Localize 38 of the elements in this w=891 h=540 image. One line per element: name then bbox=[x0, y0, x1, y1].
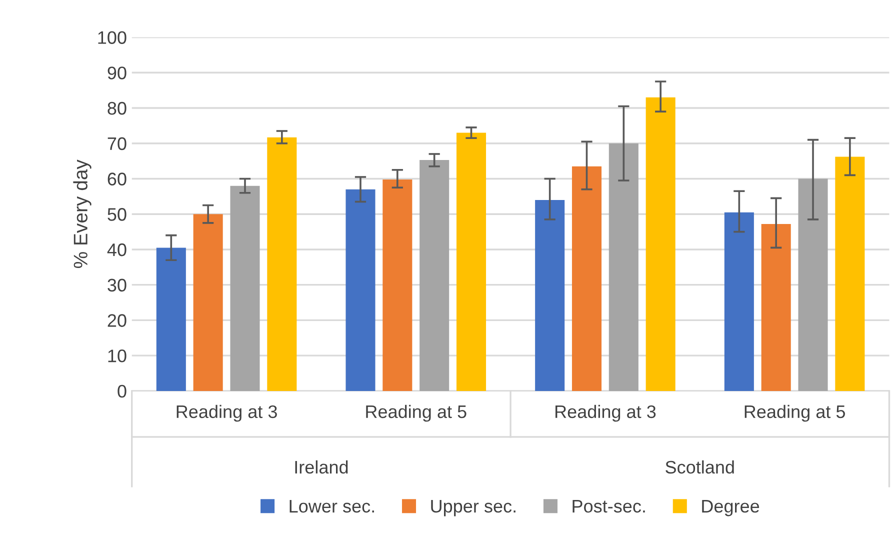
bar bbox=[456, 132, 486, 391]
text: Scotland bbox=[666, 460, 734, 474]
bar bbox=[835, 156, 865, 391]
text: Ireland bbox=[295, 460, 348, 474]
bar bbox=[608, 143, 638, 391]
legend-label: Degree bbox=[702, 500, 760, 516]
bar bbox=[761, 224, 791, 391]
x-tick-label: Reading at 5 bbox=[366, 404, 466, 422]
bar bbox=[267, 137, 297, 391]
bar bbox=[346, 189, 376, 391]
x-tick-label: Reading at 3 bbox=[176, 404, 277, 422]
y-tick-label: 10 bbox=[108, 350, 126, 362]
x-tick-label: Reading at 3 bbox=[556, 404, 656, 422]
y-tick-label: 40 bbox=[107, 243, 126, 256]
bar bbox=[724, 212, 754, 391]
y-tick-label: 100 bbox=[98, 31, 126, 44]
legend-label: Upper sec. bbox=[431, 500, 516, 516]
y-tick-label: 70 bbox=[108, 137, 126, 150]
y-tick-label: 50 bbox=[108, 208, 126, 221]
y-tick-label: 0 bbox=[118, 384, 126, 398]
bar bbox=[382, 179, 412, 391]
x-tick-label: Reading at 5 bbox=[744, 404, 845, 422]
bar bbox=[230, 186, 260, 391]
legend-label: Lower sec. bbox=[290, 500, 374, 513]
bar bbox=[420, 160, 450, 391]
y-tick-label: 20 bbox=[108, 314, 126, 327]
bar bbox=[156, 248, 186, 391]
legend-label: Post-sec. bbox=[572, 500, 645, 513]
y-tick-label: 60 bbox=[108, 172, 126, 186]
bar bbox=[646, 97, 676, 391]
y-axis-title: % Every day bbox=[73, 160, 92, 268]
bar bbox=[193, 214, 223, 391]
y-tick-label: 90 bbox=[108, 66, 126, 80]
y-tick-label: 30 bbox=[108, 278, 126, 292]
bar bbox=[798, 178, 828, 391]
y-tick-label: 80 bbox=[108, 102, 126, 115]
bar bbox=[535, 200, 565, 391]
bar bbox=[572, 166, 602, 391]
